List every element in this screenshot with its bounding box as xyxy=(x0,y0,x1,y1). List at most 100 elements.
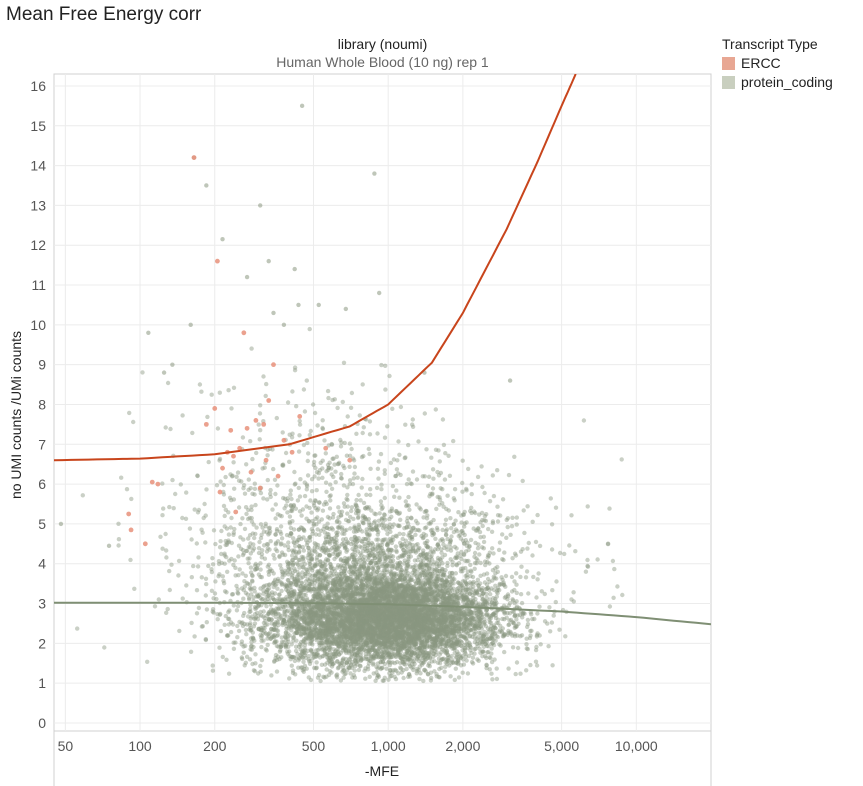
protein-coding-point xyxy=(547,605,552,610)
protein-coding-point xyxy=(448,620,454,625)
protein-coding-point xyxy=(372,613,377,618)
protein-coding-point xyxy=(405,648,410,653)
protein-coding-point xyxy=(386,609,391,615)
protein-coding-point xyxy=(374,630,379,635)
protein-coding-point xyxy=(382,646,388,651)
protein-coding-point xyxy=(358,609,364,614)
protein-coding-point xyxy=(395,605,400,610)
protein-coding-point xyxy=(408,577,414,582)
protein-coding-point xyxy=(342,629,347,634)
protein-coding-point xyxy=(340,644,345,649)
protein-coding-point xyxy=(476,542,481,547)
protein-coding-point xyxy=(503,573,509,579)
protein-coding-point xyxy=(306,635,311,641)
protein-coding-point xyxy=(357,631,362,636)
protein-coding-point xyxy=(401,596,406,601)
protein-coding-point xyxy=(423,588,428,593)
protein-coding-point xyxy=(409,649,415,654)
protein-coding-point xyxy=(401,634,406,640)
protein-coding-point xyxy=(361,620,367,625)
protein-coding-point xyxy=(441,616,447,621)
protein-coding-point xyxy=(402,615,407,620)
protein-coding-point xyxy=(385,582,391,587)
protein-coding-point xyxy=(418,587,423,592)
protein-coding-point xyxy=(344,626,349,632)
protein-coding-point xyxy=(457,607,462,613)
protein-coding-point xyxy=(320,585,325,591)
protein-coding-point xyxy=(393,590,398,595)
protein-coding-point xyxy=(343,613,348,619)
protein-coding-point xyxy=(435,660,441,665)
protein-coding-point xyxy=(479,641,484,647)
protein-coding-point xyxy=(458,639,463,644)
protein-coding-point xyxy=(252,638,257,643)
protein-coding-point xyxy=(445,631,450,636)
protein-coding-point xyxy=(433,625,439,630)
protein-coding-point xyxy=(370,636,375,641)
protein-coding-point xyxy=(512,613,517,619)
protein-coding-point xyxy=(343,633,348,638)
protein-coding-point xyxy=(425,608,430,613)
protein-coding-point xyxy=(409,640,414,646)
protein-coding-point xyxy=(491,602,497,607)
protein-coding-point xyxy=(415,618,420,624)
protein-coding-point xyxy=(408,637,413,642)
protein-coding-point xyxy=(307,609,312,615)
protein-coding-point xyxy=(380,654,385,659)
scatter-plot[interactable]: 50 100 200 500 1,000 2,000 5,000 10,00001234567… xyxy=(0,0,712,786)
protein-coding-point xyxy=(420,658,426,664)
protein-coding-point xyxy=(433,597,439,602)
protein-coding-point xyxy=(394,594,399,599)
protein-coding-point xyxy=(312,593,318,598)
protein-coding-point xyxy=(467,623,472,628)
protein-coding-point xyxy=(420,588,425,593)
protein-coding-point xyxy=(474,636,479,641)
protein-coding-point xyxy=(472,639,478,645)
protein-coding-point xyxy=(436,617,441,622)
protein-coding-point xyxy=(401,606,406,612)
protein-coding-point xyxy=(463,613,468,618)
protein-coding-point xyxy=(272,623,277,628)
protein-coding-point xyxy=(418,586,423,592)
protein-coding-point xyxy=(220,654,225,660)
protein-coding-point xyxy=(413,641,418,647)
protein-coding-point xyxy=(462,612,467,617)
protein-coding-point xyxy=(392,635,397,640)
protein-coding-point xyxy=(425,635,430,641)
protein-coding-point xyxy=(373,648,378,653)
protein-coding-point xyxy=(385,580,390,585)
protein-coding-point xyxy=(215,612,220,617)
protein-coding-point xyxy=(410,592,415,597)
protein-coding-point xyxy=(381,641,386,646)
protein-coding-point xyxy=(224,657,229,662)
protein-coding-point xyxy=(496,617,501,622)
protein-coding-point xyxy=(416,586,421,591)
protein-coding-point xyxy=(343,623,348,629)
protein-coding-point xyxy=(376,646,382,651)
protein-coding-point xyxy=(417,612,422,618)
protein-coding-point xyxy=(379,580,384,586)
protein-coding-point xyxy=(426,613,431,619)
protein-coding-point xyxy=(464,598,469,603)
protein-coding-point xyxy=(362,599,367,604)
protein-coding-point xyxy=(409,644,414,650)
protein-coding-point xyxy=(403,638,409,643)
protein-coding-point xyxy=(514,599,519,604)
protein-coding-point xyxy=(322,583,327,588)
protein-coding-point xyxy=(474,590,480,595)
protein-coding-point xyxy=(431,615,436,620)
protein-coding-point xyxy=(396,648,401,653)
protein-coding-point xyxy=(448,674,453,679)
protein-coding-point xyxy=(396,622,401,627)
protein-coding-point xyxy=(378,606,383,612)
protein-coding-point xyxy=(431,643,436,648)
protein-coding-point xyxy=(391,605,397,610)
protein-coding-point xyxy=(402,607,407,612)
protein-coding-point xyxy=(395,618,400,623)
protein-coding-point xyxy=(524,642,529,647)
protein-coding-point xyxy=(399,614,405,619)
protein-coding-point xyxy=(436,674,441,680)
protein-coding-point xyxy=(488,592,493,597)
protein-coding-point xyxy=(393,630,398,635)
protein-coding-point xyxy=(444,599,449,605)
